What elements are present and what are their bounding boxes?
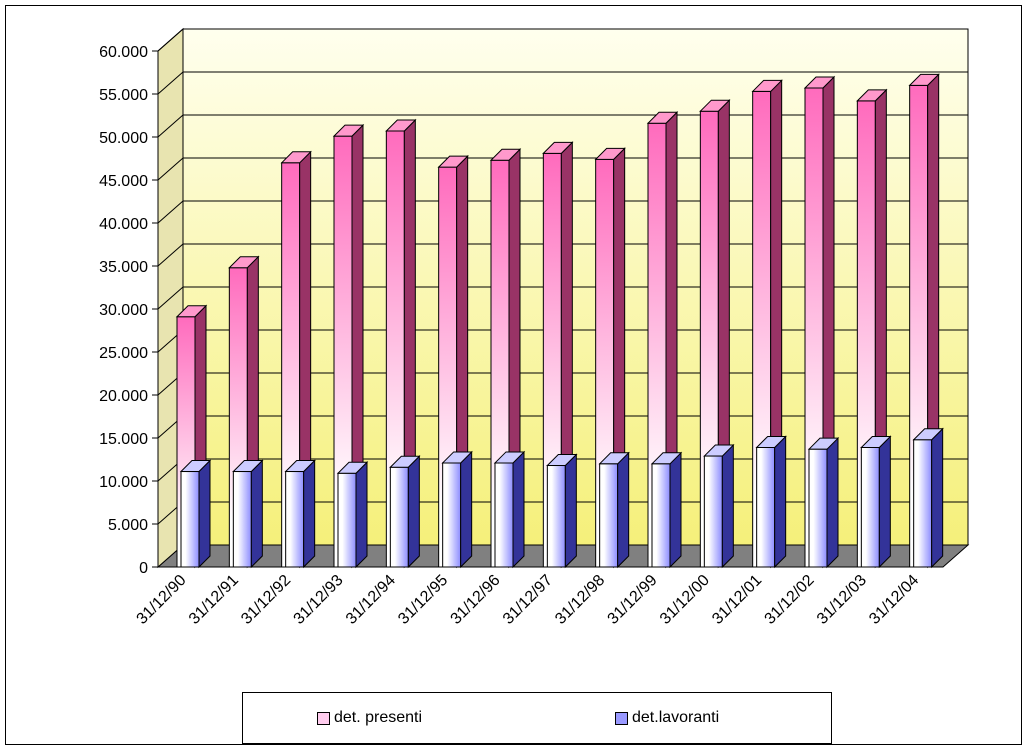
legend-swatch-presenti [317,711,330,725]
bar-lavoranti [179,459,212,569]
x-tick-label: 31/12/90 [134,572,190,628]
y-tick-label: 50.000 [99,130,148,147]
y-tick-label: 10.000 [99,474,148,491]
legend-item-presenti: det. presenti [317,709,422,727]
y-tick-label: 20.000 [99,388,148,405]
chart-frame: 0 5.000 10.000 15.000 20.000 25.000 30.000 35.0… [5,5,1022,745]
bar-lavoranti [598,451,630,569]
bar-lavoranti [703,443,735,569]
bar-lavoranti [336,461,369,569]
x-tick-label: 31/12/03 [814,572,870,628]
bar-lavoranti [493,450,526,569]
x-tick-label: 31/12/95 [395,572,451,628]
y-tick-label: 5.000 [108,517,148,534]
x-tick-label: 31/12/99 [605,572,661,628]
x-tick-label: 31/12/96 [448,572,504,628]
y-tick-label: 55.000 [99,87,148,104]
y-tick-label: 40.000 [99,216,148,233]
y-tick-label: 15.000 [99,431,148,448]
bar-lavoranti [441,450,473,569]
x-tick-label: 31/12/00 [657,572,713,628]
gridline [157,28,968,52]
legend: det. presenti det.lavoranti [242,692,832,744]
x-tick-label: 31/12/01 [709,572,765,628]
legend-label-lavoranti: det.lavoranti [632,709,720,726]
x-tick-label: 31/12/02 [762,572,818,628]
y-tick-label: 30.000 [99,302,148,319]
x-tick-label: 31/12/98 [552,572,608,628]
bar-lavoranti [389,455,421,569]
legend-item-lavoranti: det.lavoranti [615,709,719,727]
x-tick-label: 31/12/93 [291,572,347,628]
bar-lavoranti [546,453,578,569]
legend-swatch-lavoranti [615,711,628,725]
bar-lavoranti [860,435,892,569]
x-tick-label: 31/12/04 [866,572,922,628]
x-tick-label: 31/12/97 [500,572,556,628]
bar-lavoranti [807,436,840,569]
bar-presenti [385,118,417,569]
y-tick-label: 35.000 [99,259,148,276]
bar-chart: 0 5.000 10.000 15.000 20.000 25.000 30.000 35.0… [99,27,970,628]
bar-lavoranti [755,435,787,569]
legend-label-presenti: det. presenti [334,709,423,726]
x-tick-label: 31/12/92 [238,572,294,628]
bar-lavoranti [650,451,683,569]
gridline [157,71,968,95]
x-tick-label: 31/12/94 [343,572,399,628]
bar-lavoranti [284,459,316,569]
y-tick-label: 60.000 [99,44,148,61]
x-tick-label: 31/12/91 [186,572,242,628]
y-tick-label: 0 [139,560,148,577]
bar-lavoranti [912,427,944,569]
y-tick-label: 25.000 [99,345,148,362]
y-tick-label: 45.000 [99,173,148,190]
bar-lavoranti [232,459,264,569]
